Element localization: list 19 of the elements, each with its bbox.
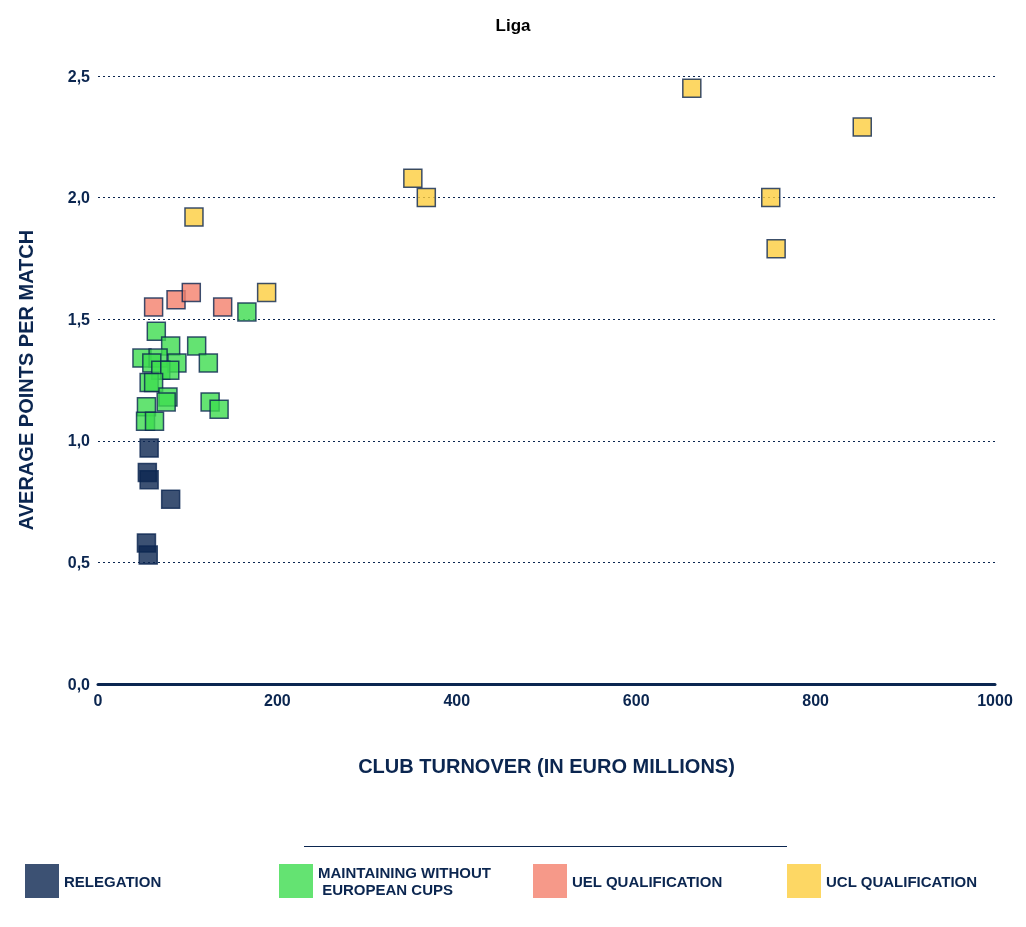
y-tick-label: 2,0 — [67, 189, 91, 207]
y-axis-title: AVERAGE POINTS PER MATCH — [15, 229, 37, 531]
x-tick-label: 400 — [443, 691, 471, 709]
x-tick-label: 800 — [802, 691, 830, 709]
y-tick-label: 1,5 — [67, 310, 91, 328]
x-tick-label: 600 — [622, 691, 650, 709]
x-tick-label: 200 — [264, 691, 291, 709]
legend-label: RELEGATION — [64, 872, 162, 890]
x-axis-title: CLUB TURNOVER (IN EURO MILLIONS) — [358, 755, 735, 777]
y-tick-label: 1,0 — [67, 432, 91, 450]
x-tick-label: 0 — [93, 691, 103, 709]
x-tick-label: 1000 — [977, 691, 1013, 709]
y-tick-label: 0,5 — [67, 553, 91, 571]
y-tick-label: 2,5 — [67, 67, 91, 85]
legend-label: MAINTAINING WITHOUT EUROPEAN CUPS — [318, 864, 492, 898]
legend-label: UEL QUALIFICATION — [572, 872, 723, 890]
chart-title: Liga — [495, 16, 532, 35]
legend-label: UCL QUALIFICATION — [826, 872, 978, 890]
y-tick-label: 0,0 — [67, 675, 91, 693]
